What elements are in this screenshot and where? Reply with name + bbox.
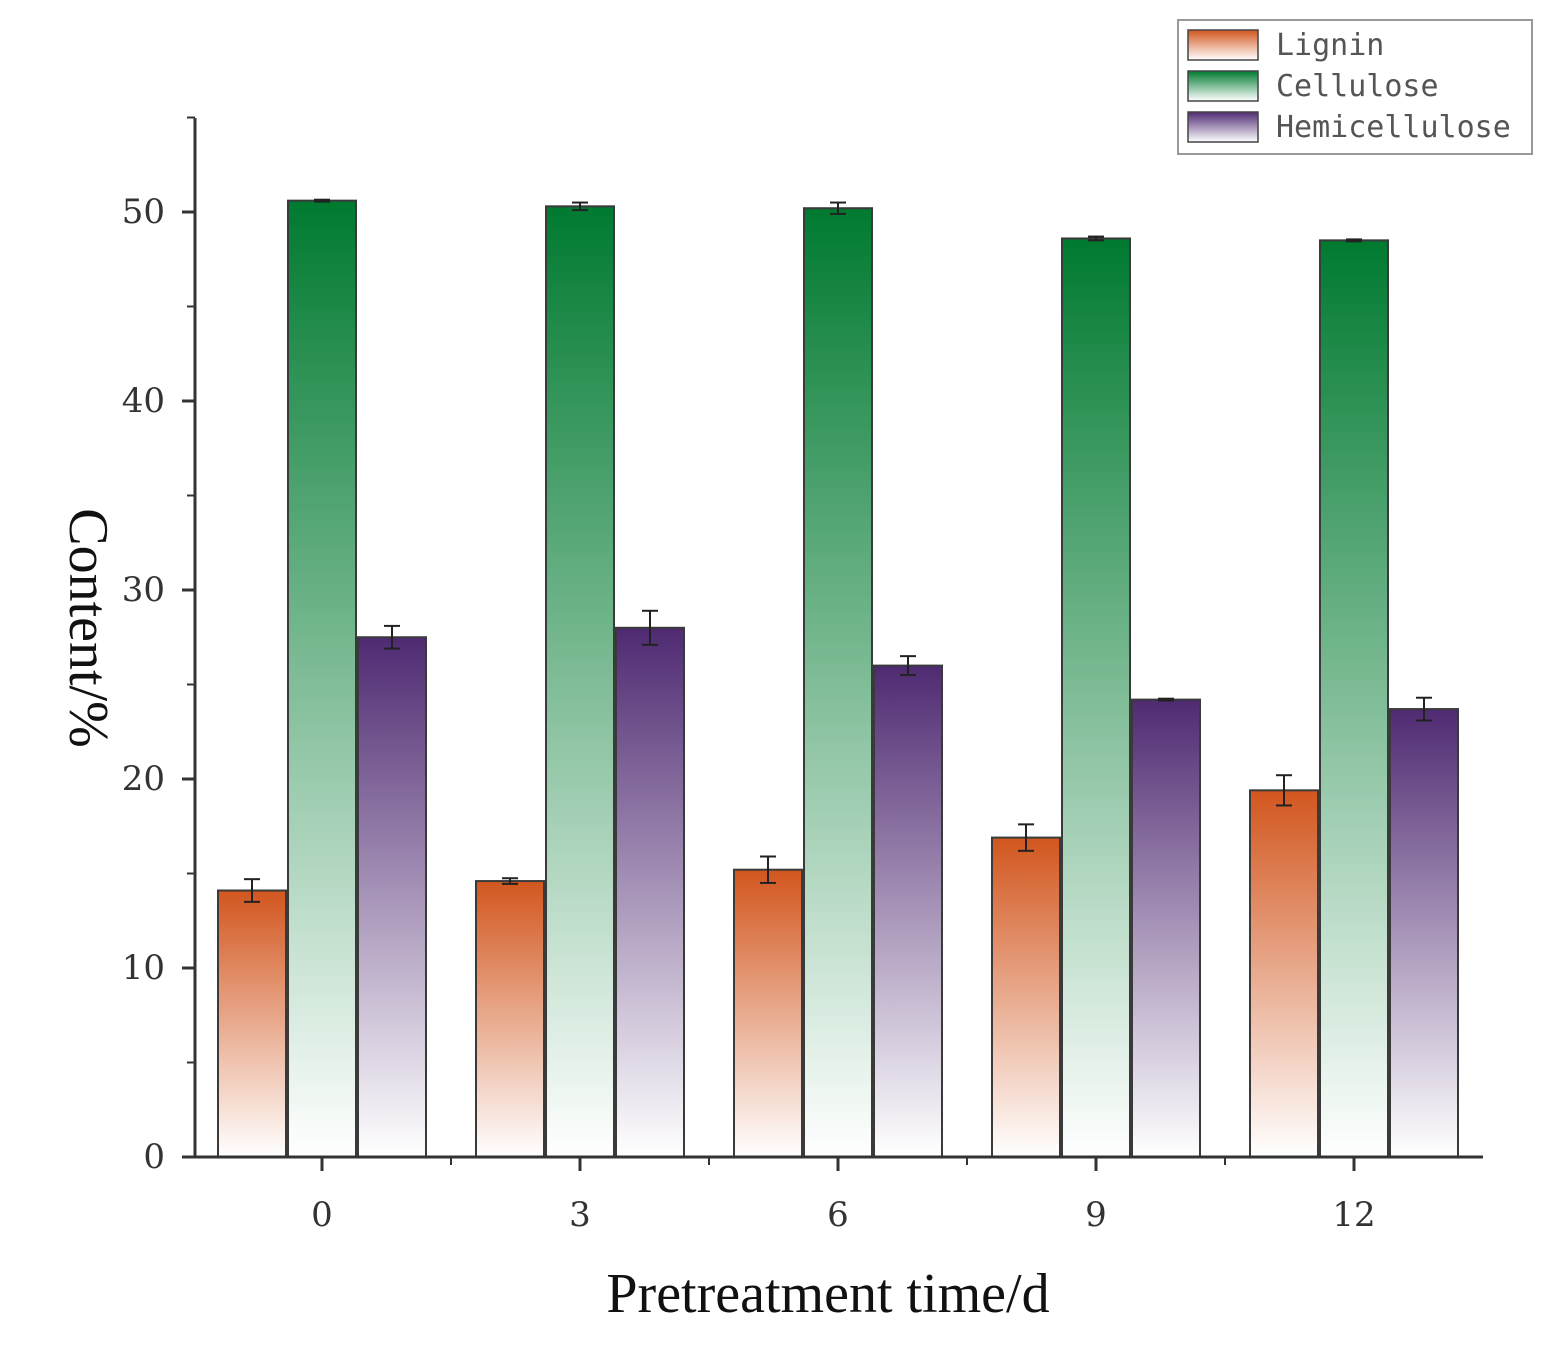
error-bar-lignin-day-9	[1018, 823, 1034, 852]
y-tick-label-10: 10	[122, 948, 165, 988]
x-tick-label-12: 12	[1332, 1195, 1375, 1235]
x-tick-label-0: 0	[311, 1195, 333, 1235]
x-tick-label-6: 6	[827, 1195, 849, 1235]
bar-hemicellulose-day-9	[1131, 698, 1201, 1158]
error-bar-cellulose-day-3	[572, 201, 588, 212]
bar-cellulose-day-3	[545, 205, 615, 1158]
x-tick-label-3: 3	[569, 1195, 591, 1235]
error-bar-lignin-day-0	[244, 878, 260, 903]
bar-hemicellulose-day-3	[615, 626, 685, 1158]
bars-layer	[217, 199, 1459, 1159]
bar-cellulose-day-9	[1061, 237, 1131, 1158]
y-tick-label-20: 20	[122, 759, 165, 799]
bar-lignin-day-3	[475, 880, 545, 1158]
legend-label-hemicellulose: Hemicellulose	[1276, 110, 1511, 145]
legend-swatch-hemicellulose	[1187, 111, 1259, 143]
legend: Lignin Cellulose Hemicellulose	[1177, 19, 1533, 155]
error-bar-hemicellulose-day-9	[1158, 697, 1174, 702]
ticks-layer: 0 10 20 30 40 50 0 3 6 9 12	[122, 116, 1376, 1235]
legend-swatch-cellulose	[1187, 70, 1259, 102]
bar-cellulose-day-6	[803, 207, 873, 1159]
error-bar-cellulose-day-9	[1088, 235, 1104, 242]
y-tick-label-30: 30	[122, 570, 165, 610]
y-tick-label-50: 50	[122, 192, 165, 232]
bar-lignin-day-6	[733, 868, 803, 1158]
error-bar-cellulose-day-12	[1346, 238, 1362, 243]
bar-cellulose-day-0	[287, 199, 357, 1159]
error-bar-lignin-day-6	[760, 855, 776, 884]
bar-cellulose-day-12	[1319, 239, 1389, 1159]
error-bar-cellulose-day-6	[830, 201, 846, 215]
bar-hemicellulose-day-0	[357, 636, 427, 1158]
error-bar-hemicellulose-day-12	[1416, 696, 1432, 722]
bar-lignin-day-0	[217, 889, 287, 1158]
legend-label-lignin: Lignin	[1276, 28, 1384, 63]
error-bar-hemicellulose-day-6	[900, 655, 916, 677]
bar-hemicellulose-day-12	[1389, 708, 1459, 1158]
error-bar-lignin-day-3	[502, 877, 518, 885]
x-tick-label-9: 9	[1085, 1195, 1107, 1235]
y-axis-title: Content/%	[57, 508, 119, 748]
y-tick-label-40: 40	[122, 381, 165, 421]
x-axis-title: Pretreatment time/d	[606, 1263, 1049, 1325]
error-bar-lignin-day-12	[1276, 774, 1292, 807]
legend-swatch-lignin	[1187, 29, 1259, 61]
legend-label-cellulose: Cellulose	[1276, 69, 1439, 104]
error-bar-hemicellulose-day-3	[642, 609, 658, 646]
bar-hemicellulose-day-6	[873, 664, 943, 1158]
y-tick-label-0: 0	[143, 1137, 165, 1177]
bar-lignin-day-12	[1249, 789, 1319, 1159]
error-bars-layer	[244, 198, 1432, 903]
error-bar-cellulose-day-0	[314, 198, 330, 203]
error-bar-hemicellulose-day-0	[384, 624, 400, 650]
bar-lignin-day-9	[991, 836, 1061, 1159]
